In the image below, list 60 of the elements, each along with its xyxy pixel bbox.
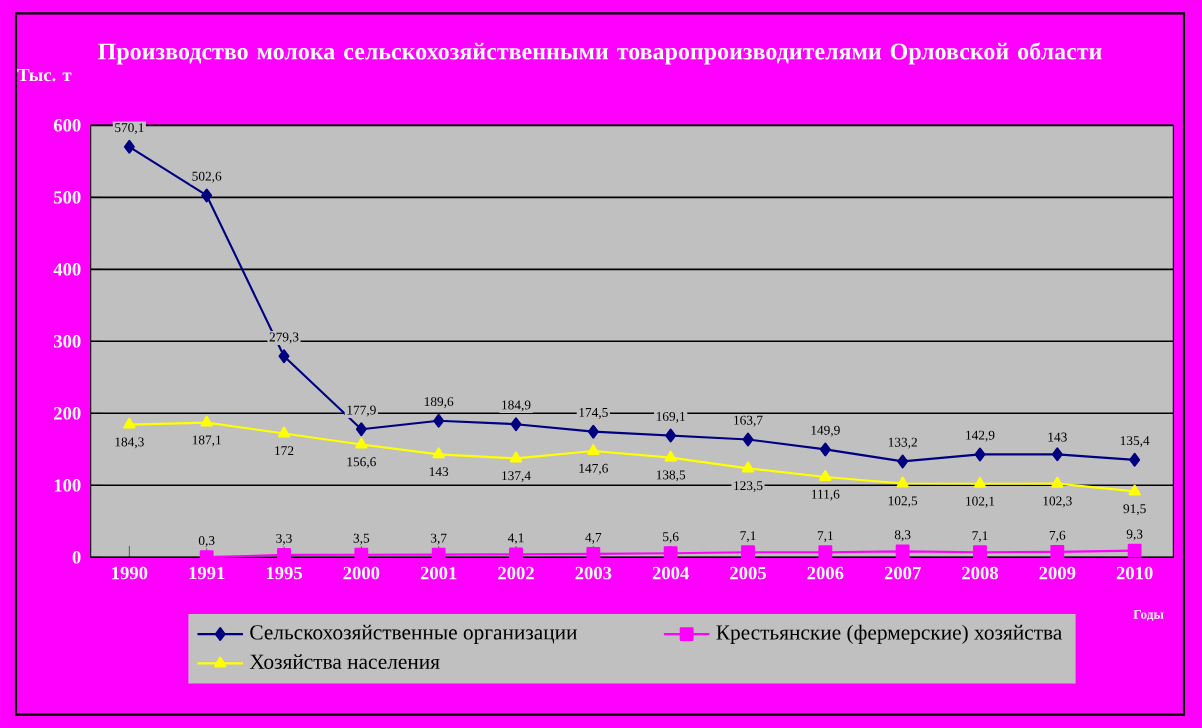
- x-tick-label: 2001: [420, 566, 457, 580]
- legend-label: Сельскохозяйственные организации: [250, 624, 577, 644]
- point: [741, 461, 755, 473]
- point: [973, 476, 987, 488]
- y-axis-title: Тыс. т: [17, 68, 72, 82]
- x-tick-label: 2003: [575, 566, 612, 580]
- point: [278, 349, 290, 364]
- point: [895, 544, 910, 559]
- point: [355, 437, 368, 449]
- point: [819, 470, 832, 481]
- y-tick-label: 200: [54, 407, 81, 420]
- chart-title: Производство молока сельскохозяйственными товаропроизводителями Орловской области: [98, 42, 1102, 65]
- point: [587, 444, 600, 456]
- point: [974, 447, 986, 462]
- point: [818, 545, 833, 560]
- legend-label: Хозяйства населения: [249, 654, 440, 669]
- point: [200, 415, 213, 427]
- x-tick-label: 2004: [652, 566, 689, 580]
- point: [123, 139, 135, 154]
- x-tick-label: 2006: [807, 566, 844, 580]
- point: [741, 545, 755, 560]
- x-tick-label: 1991: [189, 566, 225, 580]
- point: [665, 428, 677, 443]
- x-tick-label: 1990: [112, 566, 148, 580]
- point: [1051, 476, 1064, 488]
- point: [1050, 544, 1065, 559]
- point: [664, 450, 677, 462]
- point: [742, 432, 754, 447]
- point: [973, 545, 987, 560]
- point: [123, 417, 136, 429]
- x-tick-label: 2009: [1039, 566, 1076, 580]
- x-tick-label: 2002: [498, 566, 534, 580]
- x-tick-label: 2000: [343, 566, 380, 580]
- y-tick-label: 400: [53, 263, 81, 276]
- point: [432, 447, 445, 459]
- point: [1129, 452, 1141, 467]
- x-tick-label: 2007: [884, 566, 921, 580]
- point: [355, 422, 367, 437]
- y-tick-label: 500: [54, 191, 81, 204]
- point: [1051, 447, 1063, 462]
- point: [587, 424, 599, 439]
- point: [1127, 543, 1142, 558]
- y-tick-label: 600: [53, 119, 81, 132]
- point: [819, 442, 831, 457]
- point: [433, 413, 445, 428]
- legend-label: Крестьянские (фермерские) хозяйства: [716, 624, 1062, 645]
- y-tick-label: 100: [54, 479, 81, 492]
- point: [277, 426, 291, 438]
- point: [897, 454, 909, 469]
- y-tick-label: 0: [72, 551, 81, 564]
- point: [201, 188, 213, 203]
- point: [1128, 484, 1141, 496]
- point: [896, 476, 909, 488]
- point: [509, 451, 523, 463]
- point: [510, 417, 522, 432]
- x-tick-label: 2008: [962, 566, 999, 580]
- x-tick-label: 2010: [1116, 566, 1153, 580]
- x-tick-label: 2005: [730, 566, 766, 580]
- y-tick-label: 300: [53, 335, 81, 348]
- x-tick-label: 1995: [266, 566, 302, 580]
